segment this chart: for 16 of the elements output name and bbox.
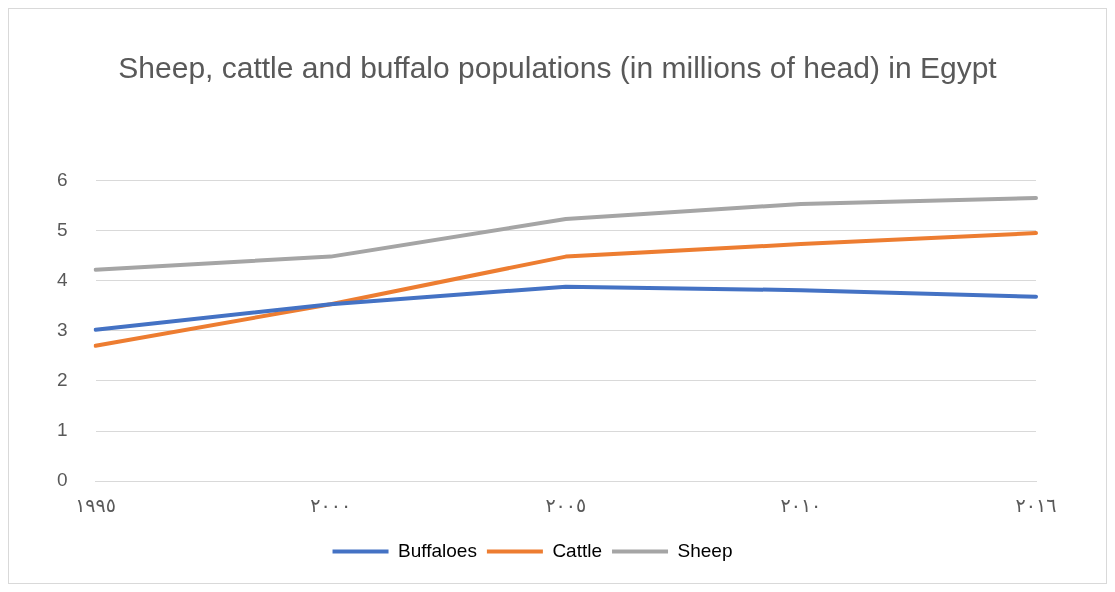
x-tick-label: ٢٠١٠ [780, 494, 822, 516]
x-tick-label: ١٩٩٥ [75, 494, 116, 516]
y-tick-label: 3 [56, 319, 68, 341]
legend-label: Buffaloes [398, 539, 477, 561]
legend-label: Sheep [677, 539, 733, 561]
y-tick-label: 4 [56, 268, 68, 290]
y-tick-label: 1 [56, 419, 68, 441]
legend-label: Cattle [552, 539, 603, 561]
y-tick-label: 6 [56, 168, 68, 190]
x-tick-label: ٢٠٠٠ [310, 494, 352, 516]
x-tick-label: ٢٠٠٥ [545, 494, 587, 516]
y-tick-label: 2 [56, 369, 68, 391]
x-tick-label: ٢٠١٦ [1015, 494, 1057, 516]
y-tick-label: 5 [56, 218, 68, 240]
chart-title: Sheep, cattle and buffalo populations (in millions of head) in Egypt [117, 50, 998, 86]
y-tick-label: 0 [56, 469, 68, 491]
